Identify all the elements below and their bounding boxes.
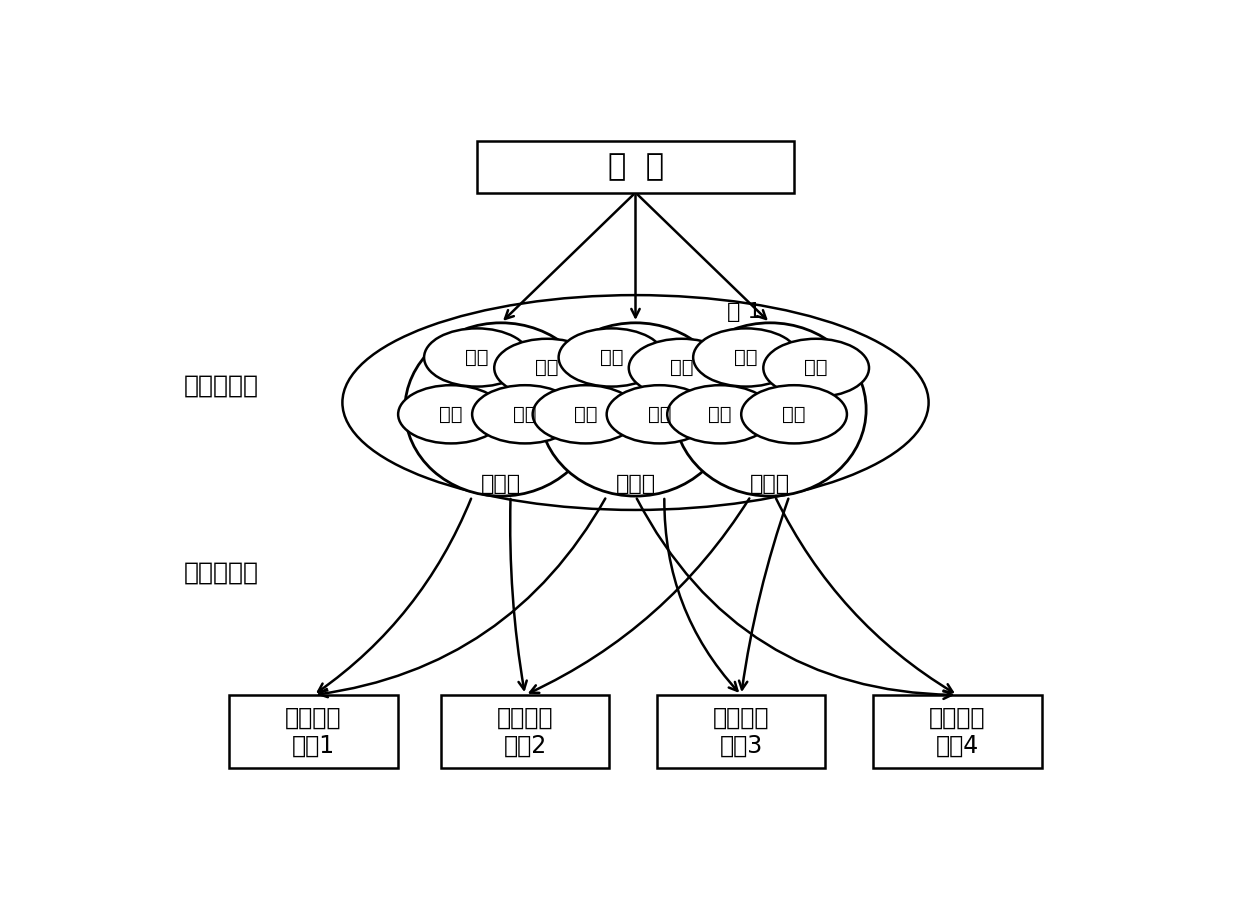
Text: 对象: 对象 (647, 405, 671, 424)
Text: 归置组: 归置组 (481, 473, 521, 493)
Ellipse shape (342, 295, 929, 510)
Ellipse shape (404, 323, 596, 496)
Text: 对象: 对象 (513, 405, 537, 424)
Bar (657, 696, 826, 768)
Bar (441, 696, 609, 768)
Text: 第二次映射: 第二次映射 (184, 561, 259, 584)
Text: 对象: 对象 (670, 358, 693, 377)
Text: 归置组: 归置组 (750, 473, 790, 493)
Text: 池 1: 池 1 (727, 302, 761, 322)
Ellipse shape (533, 385, 639, 444)
Text: 对象: 对象 (708, 405, 732, 424)
Ellipse shape (539, 323, 732, 496)
Text: 对象: 对象 (600, 348, 624, 367)
Ellipse shape (398, 385, 503, 444)
Text: 对象: 对象 (465, 348, 489, 367)
Text: 对象: 对象 (782, 405, 806, 424)
Text: 对象: 对象 (574, 405, 598, 424)
Ellipse shape (742, 385, 847, 444)
Ellipse shape (606, 385, 713, 444)
Ellipse shape (424, 328, 529, 387)
Ellipse shape (764, 338, 869, 397)
Ellipse shape (675, 323, 866, 496)
Ellipse shape (558, 328, 665, 387)
Ellipse shape (472, 385, 578, 444)
Text: 对象: 对象 (439, 405, 463, 424)
Text: 第一次映射: 第一次映射 (184, 374, 259, 397)
Text: 对象: 对象 (734, 348, 758, 367)
Ellipse shape (629, 338, 734, 397)
Ellipse shape (667, 385, 773, 444)
Bar (229, 696, 398, 768)
Text: 对象存储
服务2: 对象存储 服务2 (497, 706, 553, 758)
Text: 对象存储
服务3: 对象存储 服务3 (713, 706, 770, 758)
Text: 对象存储
服务1: 对象存储 服务1 (285, 706, 342, 758)
Text: 数  据: 数 据 (608, 152, 663, 182)
Bar (477, 141, 794, 193)
Text: 对象: 对象 (805, 358, 828, 377)
Bar (873, 696, 1042, 768)
Text: 对象: 对象 (536, 358, 559, 377)
Ellipse shape (693, 328, 799, 387)
Text: 归置组: 归置组 (615, 473, 656, 493)
Ellipse shape (495, 338, 600, 397)
Text: 对象存储
服务4: 对象存储 服务4 (929, 706, 986, 758)
